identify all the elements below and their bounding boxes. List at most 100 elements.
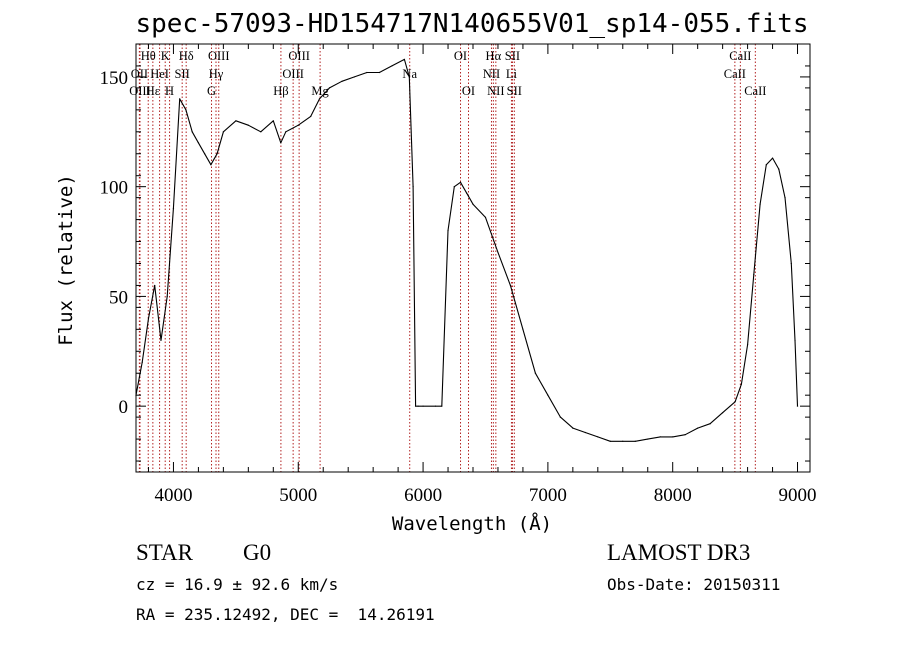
spectrum-point: [672, 436, 674, 438]
spectrum-point: [778, 168, 780, 170]
spectrum-point: [659, 436, 661, 438]
spectrum-point: [191, 131, 193, 133]
observation-date: Obs-Date: 20150311: [607, 575, 780, 594]
spectrum-point: [634, 440, 636, 442]
spectrum-point: [328, 87, 331, 89]
spectrum-point: [222, 131, 224, 133]
object-subclass: G0: [243, 540, 271, 565]
spectrum-point: [297, 124, 299, 126]
spectrum-point: [609, 440, 611, 442]
spectrum-point: [547, 394, 549, 396]
spectrum-point: [204, 153, 206, 155]
y-axis-label: Flux (relative): [55, 174, 77, 346]
spectrum-point: [684, 434, 686, 436]
spectrum-point: [622, 440, 624, 442]
spectrum-point: [790, 262, 792, 265]
spectrum-point: [366, 71, 368, 74]
spectrum-point: [285, 131, 287, 133]
spectrum-point: [166, 295, 168, 298]
x-tick-label: 9000: [779, 485, 817, 506]
spectrum-point: [559, 416, 561, 418]
spectrum-point: [141, 361, 143, 363]
spectrum-point: [759, 203, 761, 205]
x-tick-label: 4000: [154, 485, 192, 506]
spectrum-point: [210, 164, 212, 166]
line-marker-label: NII: [487, 84, 504, 98]
spectrum-point: [740, 383, 742, 385]
spectrum-point: [260, 131, 262, 133]
x-tick-label: 6000: [404, 485, 442, 506]
line-marker-label: OIII: [208, 49, 230, 63]
spectrum-point: [647, 438, 649, 440]
spectrum-point: [522, 328, 524, 330]
spectrum-point: [509, 284, 512, 287]
spectrum-point: [572, 427, 574, 429]
spectrum-point: [179, 98, 181, 100]
spectrum-line: [135, 58, 799, 442]
spectrum-point: [318, 98, 321, 100]
line-marker-label: OI: [454, 49, 467, 63]
spectrum-point: [472, 203, 474, 205]
x-axis-ticks: 4000 5000 6000 7000 8000 9000: [147, 44, 817, 506]
object-class: STAR: [136, 540, 194, 565]
spectrum-point: [434, 405, 437, 407]
line-marker-label: G: [207, 84, 216, 98]
line-marker-label: NII: [483, 67, 500, 81]
spectrum-point: [378, 71, 380, 74]
line-marker-label: Hδ: [179, 49, 194, 63]
line-marker-label: SII: [507, 84, 522, 98]
spectrum-point: [310, 115, 312, 118]
y-tick-label: 100: [100, 178, 129, 199]
line-marker-label: SII: [505, 49, 520, 63]
coordinates-readout: RA = 235.12492, DEC = 14.26191: [136, 605, 435, 624]
spectrum-point: [697, 427, 699, 429]
redshift-readout: cz = 16.9 ± 92.6 km/s: [136, 575, 338, 594]
spectrum-point: [235, 120, 237, 122]
spectrum-point: [734, 401, 736, 403]
line-marker-label: HeI: [150, 67, 169, 81]
survey-name: LAMOST DR3: [607, 540, 750, 565]
line-marker-label: Mg: [311, 84, 329, 98]
spectrum-point: [597, 436, 599, 438]
spectrum-point: [272, 120, 274, 122]
spectrum-point: [753, 273, 755, 276]
spectrum-point: [584, 431, 586, 434]
spectrum-point: [441, 405, 443, 407]
line-marker-label: Hβ: [273, 84, 288, 98]
spectrum-point: [459, 181, 462, 183]
line-marker-label: OIII: [129, 84, 151, 98]
spectrum-point: [280, 142, 282, 144]
x-tick-label: 8000: [654, 485, 692, 506]
line-marker-label: SII: [175, 67, 190, 81]
spectrum-point: [771, 157, 774, 159]
spectrum-point: [412, 186, 414, 188]
line-marker-label: H: [165, 84, 174, 98]
spectrum-point: [796, 405, 799, 407]
spectrum-point: [408, 76, 410, 78]
spectrum-point: [447, 229, 449, 232]
line-marker-label: Hα: [486, 49, 502, 63]
spectrum-point: [534, 372, 537, 374]
line-marker-label: CaII: [744, 84, 766, 98]
line-marker-label: Li: [506, 67, 518, 81]
spectrum-point: [484, 216, 487, 218]
spectrum-point: [709, 423, 711, 425]
y-axis-ticks: 0 50 100 150: [100, 65, 810, 462]
line-marker-label: OI: [462, 84, 475, 98]
spectrum-point: [722, 412, 724, 414]
line-marker-label: OII: [131, 67, 148, 81]
line-marker-label: Na: [402, 67, 417, 81]
spectrum-point: [172, 208, 175, 210]
spectrum-point: [197, 142, 200, 144]
spectrum-point: [453, 186, 455, 188]
x-axis-label: Wavelength (Å): [392, 512, 552, 535]
spectrum-point: [391, 65, 393, 67]
plot-frame: [135, 43, 811, 473]
spectrum-point: [185, 109, 187, 111]
spectrum-point: [746, 344, 749, 346]
spectrum-point: [154, 284, 156, 287]
spectrum-point: [497, 251, 499, 254]
y-tick-label: 0: [119, 397, 129, 418]
